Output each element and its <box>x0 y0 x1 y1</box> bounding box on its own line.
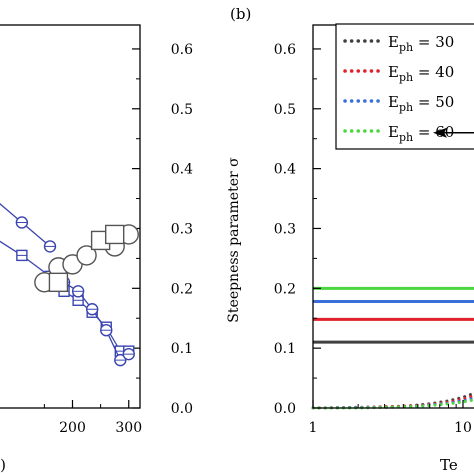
series-line <box>0 203 51 247</box>
y-tick-label: 0.3 <box>171 221 193 237</box>
left-arrow-icon <box>433 127 474 138</box>
legend-label: Eph = 50 <box>388 93 454 114</box>
legend-label: Eph = 40 <box>388 63 454 84</box>
y-tick-label: 0.0 <box>171 401 193 417</box>
panel-a-y-axis-label: Steepness parameter σ <box>226 157 242 323</box>
data-point <box>76 245 97 266</box>
series-line <box>0 240 129 352</box>
panel-b-x-axis-label: Te <box>440 456 458 474</box>
x-tick-label: 300 <box>115 420 142 436</box>
x-tick-label: 1 <box>309 420 318 436</box>
panel-a-x-axis-label: s) <box>0 456 6 474</box>
y-tick-label: 0.4 <box>171 162 193 178</box>
dotted-curve <box>311 394 474 410</box>
y-tick-label: 0.0 <box>274 401 296 417</box>
y-tick-label: 0.2 <box>171 281 193 297</box>
y-tick-label: 0.6 <box>171 42 193 58</box>
x-tick-label: 200 <box>59 420 86 436</box>
legend-label: Eph = 30 <box>388 33 454 54</box>
x-tick-label: 10 <box>454 420 472 436</box>
y-tick-label: 0.5 <box>171 102 193 118</box>
y-tick-label: 0.4 <box>274 162 296 178</box>
dotted-curve <box>311 398 474 410</box>
y-tick-label: 0.3 <box>274 221 296 237</box>
y-tick-label: 0.5 <box>274 102 296 118</box>
legend-box <box>335 23 474 150</box>
arrow-head <box>433 127 447 138</box>
y-tick-label: 0.2 <box>274 281 296 297</box>
y-tick-label: 0.1 <box>171 341 193 357</box>
panel-b: (b) 0.0 0.1 0.2 0.3 0.4 0.5 0.6 1 10 Eph = 30 Ep… <box>230 5 474 474</box>
data-point <box>48 272 69 293</box>
panel-b-label: (b) <box>230 5 251 23</box>
data-point <box>104 224 125 245</box>
y-tick-label: 0.1 <box>274 341 296 357</box>
panel-a: 0.0 0.1 0.2 0.3 0.4 0.5 0.6 200 300 s) Steepnes… <box>0 24 242 474</box>
panel-a-frame <box>0 24 141 409</box>
y-tick-label: 0.6 <box>274 42 296 58</box>
